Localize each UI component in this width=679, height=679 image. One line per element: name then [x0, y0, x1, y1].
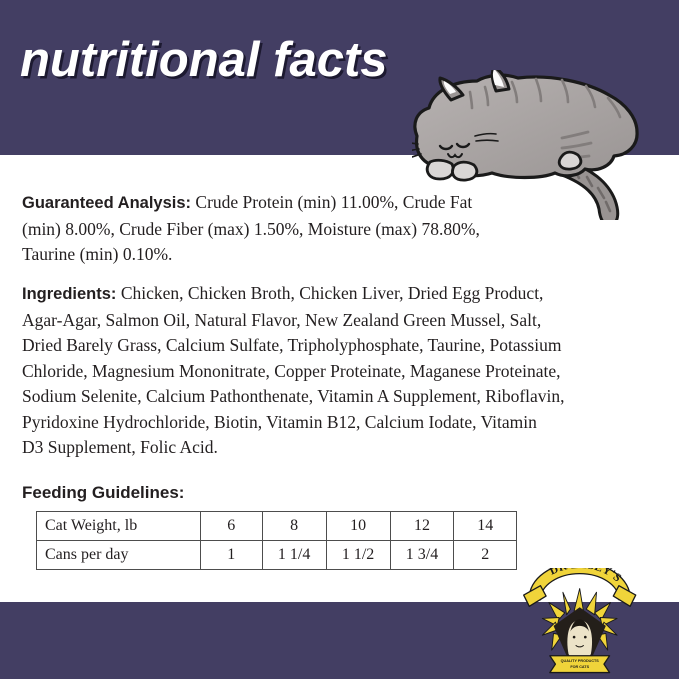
svg-text:QUALITY PRODUCTS: QUALITY PRODUCTS — [561, 659, 600, 663]
svg-text:FOR CATS: FOR CATS — [570, 665, 589, 669]
